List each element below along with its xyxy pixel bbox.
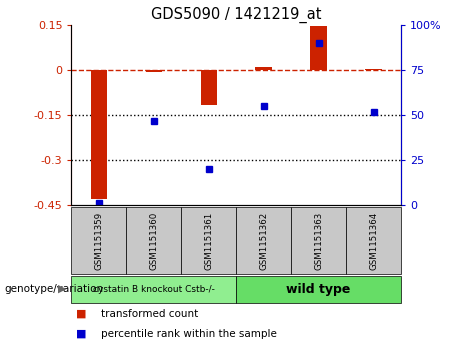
Title: GDS5090 / 1421219_at: GDS5090 / 1421219_at — [151, 7, 321, 23]
Bar — [310, 26, 327, 70]
Text: GSM1151363: GSM1151363 — [314, 211, 323, 270]
Text: ▶: ▶ — [59, 284, 67, 294]
Bar — [91, 70, 107, 199]
Text: ■: ■ — [76, 309, 87, 319]
Bar — [366, 69, 382, 70]
Bar — [201, 70, 217, 105]
Bar — [255, 67, 272, 70]
Text: wild type: wild type — [286, 283, 351, 295]
Text: percentile rank within the sample: percentile rank within the sample — [101, 329, 278, 339]
Text: transformed count: transformed count — [101, 309, 199, 319]
Text: GSM1151361: GSM1151361 — [204, 211, 213, 270]
Text: GSM1151360: GSM1151360 — [149, 211, 159, 270]
Text: genotype/variation: genotype/variation — [5, 284, 104, 294]
Text: GSM1151362: GSM1151362 — [259, 211, 268, 270]
Bar — [146, 70, 162, 72]
Text: ■: ■ — [76, 329, 87, 339]
Text: GSM1151359: GSM1151359 — [95, 211, 103, 270]
Text: GSM1151364: GSM1151364 — [369, 211, 378, 270]
Text: cystatin B knockout Cstb-/-: cystatin B knockout Cstb-/- — [93, 285, 215, 294]
